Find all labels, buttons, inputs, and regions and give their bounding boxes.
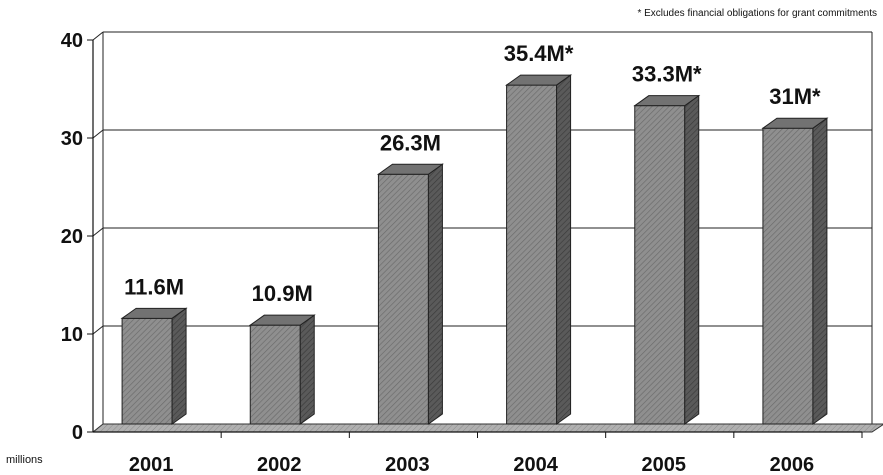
bar-side <box>556 74 572 425</box>
bar-side <box>684 94 700 425</box>
y-tick-label: 30 <box>61 128 83 150</box>
bar-front <box>121 317 173 425</box>
y-tick-label: 0 <box>72 422 83 444</box>
bar-top <box>376 163 444 175</box>
bar-front <box>762 127 814 425</box>
y-axis-units-label: millions <box>6 454 43 466</box>
data-label: 31M* <box>769 84 821 109</box>
bar-side <box>812 117 828 425</box>
axes <box>87 39 863 438</box>
chart-floor <box>91 423 883 433</box>
bar-front <box>506 84 558 425</box>
bar-front <box>377 173 429 425</box>
bar-front <box>634 105 686 425</box>
bar-top <box>761 117 829 129</box>
bar-top <box>120 307 188 319</box>
data-label: 10.9M <box>252 281 313 306</box>
y-tick-label: 20 <box>61 226 83 248</box>
gridline-diagonal <box>92 31 104 41</box>
x-tick-label: 2003 <box>385 454 430 475</box>
y-tick-label: 40 <box>61 30 83 52</box>
bar-front <box>249 324 301 425</box>
data-label: 33.3M* <box>632 62 702 87</box>
bar-side <box>427 163 443 425</box>
x-tick-label: 2004 <box>513 454 558 475</box>
bar-top <box>248 314 316 326</box>
x-tick-label: 2005 <box>642 454 687 475</box>
gridline-diagonal <box>92 227 104 237</box>
floor-plane <box>91 423 883 433</box>
x-tick-label: 2002 <box>257 454 302 475</box>
bars <box>120 74 829 425</box>
gridlines <box>92 31 873 424</box>
bar-top <box>633 95 701 107</box>
x-tick-label: 2001 <box>129 454 174 475</box>
y-tick-label: 10 <box>61 324 83 346</box>
gridline-diagonal <box>92 129 104 139</box>
gridline-diagonal <box>92 325 104 335</box>
labels: 0 10 20 30 40 11.6M 2001 10.9M 2002 26.3M 2003 35.4… <box>61 30 821 475</box>
bar-side <box>171 307 187 425</box>
data-label: 11.6M <box>124 274 184 299</box>
x-tick-label: 2006 <box>770 454 815 475</box>
data-label: 26.3M <box>380 130 441 155</box>
footnote: * Excludes financial obligations for gra… <box>637 8 877 19</box>
bar-top <box>505 74 573 86</box>
data-label: 35.4M* <box>504 41 574 66</box>
bar-side <box>299 314 315 425</box>
